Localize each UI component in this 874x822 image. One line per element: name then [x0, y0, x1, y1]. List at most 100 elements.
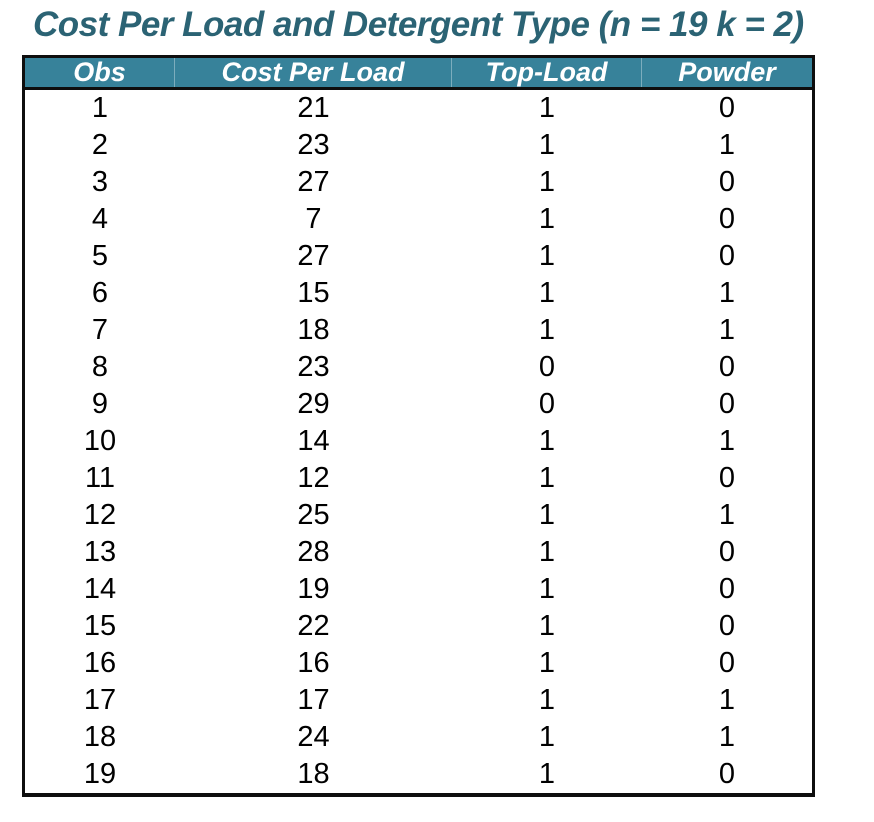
table-cell: 1: [538, 610, 556, 642]
table-cell: 5: [91, 240, 109, 272]
table-cell: 12: [297, 462, 330, 494]
table-cell: 1: [718, 277, 736, 309]
table-row: 16 16 1 0: [25, 645, 812, 682]
table-cell: 0: [718, 240, 736, 272]
table-cell: 0: [718, 610, 736, 642]
table-cell: 6: [91, 277, 109, 309]
table-row: 11 12 1 0: [25, 460, 812, 497]
table-cell: 10: [83, 425, 117, 457]
table-cell: 15: [83, 610, 117, 642]
table-cell: 1: [718, 684, 736, 716]
table-cell: 25: [297, 499, 330, 531]
table-cell: 28: [297, 536, 330, 568]
table-cell: 12: [83, 499, 117, 531]
table-body: 1 21 1 0 2 23 1 1 3 27 1 0 4 7 1 0 5 27 1 0 6 15 1 1 7 18 1 1 8 23 0 0 9…: [22, 90, 815, 797]
table-cell: 24: [297, 721, 330, 753]
table-cell: 0: [718, 92, 736, 124]
table-cell: 13: [83, 536, 117, 568]
table-cell: 1: [718, 721, 736, 753]
page-title: Cost Per Load and Detergent Type (n = 19…: [33, 5, 804, 44]
table-cell: 1: [718, 314, 736, 346]
table-cell: 1: [538, 240, 556, 272]
table-cell: 18: [297, 314, 330, 346]
table-row: 7 18 1 1: [25, 312, 812, 349]
table-row: 15 22 1 0: [25, 608, 812, 645]
table-cell: 22: [297, 610, 330, 642]
table-cell: 23: [297, 351, 330, 383]
table-cell: 2: [91, 129, 109, 161]
table-row: 3 27 1 0: [25, 164, 812, 201]
table-cell: 0: [718, 388, 736, 420]
table-cell: 27: [297, 166, 330, 198]
table-cell: 9: [91, 388, 109, 420]
table-cell: 0: [718, 462, 736, 494]
table-row: 9 29 0 0: [25, 386, 812, 423]
table-row: 17 17 1 1: [25, 682, 812, 719]
table-cell: 27: [297, 240, 330, 272]
table-row: 6 15 1 1: [25, 275, 812, 312]
table-cell: 1: [538, 92, 556, 124]
column-header-obs: Obs: [25, 58, 175, 87]
table-row: 1 21 1 0: [25, 90, 812, 127]
column-header-powder: Powder: [678, 57, 776, 87]
table-row: 2 23 1 1: [25, 127, 812, 164]
table-cell: 0: [718, 758, 736, 790]
table-row: 18 24 1 1: [25, 719, 812, 756]
table-row: 19 18 1 0: [25, 756, 812, 793]
table-cell: 1: [538, 499, 556, 531]
table-row: 14 19 1 0: [25, 571, 812, 608]
table-cell: 1: [538, 129, 556, 161]
table-cell: 1: [91, 92, 109, 124]
data-table: Obs Cost Per Load Top-Load Powder 1 21 1 0 2…: [22, 55, 815, 797]
table-header-row: Obs Cost Per Load Top-Load Powder: [22, 55, 815, 90]
table-cell: 21: [297, 92, 330, 124]
table-cell: 7: [91, 314, 109, 346]
column-header-top-load: Top-Load: [452, 58, 642, 87]
table-cell: 4: [91, 203, 109, 235]
table-cell: 0: [718, 351, 736, 383]
table-cell: 1: [538, 277, 556, 309]
table-cell: 1: [538, 203, 556, 235]
table-cell: 0: [718, 166, 736, 198]
table-row: 13 28 1 0: [25, 534, 812, 571]
table-cell: 1: [538, 758, 556, 790]
table-cell: 15: [297, 277, 330, 309]
table-row: 10 14 1 1: [25, 423, 812, 460]
table-cell: 7: [305, 203, 322, 235]
table-cell: 1: [718, 499, 736, 531]
table-cell: 1: [538, 462, 556, 494]
table-cell: 1: [538, 425, 556, 457]
table-cell: 0: [538, 351, 556, 383]
table-cell: 0: [718, 647, 736, 679]
table-row: 8 23 0 0: [25, 349, 812, 386]
table-cell: 3: [91, 166, 109, 198]
table-cell: 14: [83, 573, 117, 605]
table-cell: 1: [718, 425, 736, 457]
table-cell: 11: [84, 462, 116, 494]
table-row: 12 25 1 1: [25, 497, 812, 534]
table-cell: 1: [718, 129, 736, 161]
table-cell: 16: [297, 647, 330, 679]
table-cell: 1: [538, 647, 556, 679]
table-cell: 1: [538, 314, 556, 346]
table-cell: 14: [297, 425, 330, 457]
table-cell: 1: [538, 536, 556, 568]
table-cell: 18: [297, 758, 330, 790]
table-cell: 23: [297, 129, 330, 161]
table-cell: 18: [83, 721, 117, 753]
table-cell: 17: [83, 684, 117, 716]
table-cell: 29: [297, 388, 330, 420]
table-cell: 1: [538, 573, 556, 605]
table-cell: 1: [538, 721, 556, 753]
table-cell: 19: [297, 573, 330, 605]
table-cell: 0: [538, 388, 556, 420]
table-cell: 8: [91, 351, 109, 383]
table-cell: 17: [297, 684, 330, 716]
table-cell: 0: [718, 573, 736, 605]
table-cell: 19: [83, 758, 117, 790]
table-cell: 16: [83, 647, 117, 679]
table-cell: 1: [538, 684, 556, 716]
table-row: 5 27 1 0: [25, 238, 812, 275]
table-cell: 0: [718, 536, 736, 568]
